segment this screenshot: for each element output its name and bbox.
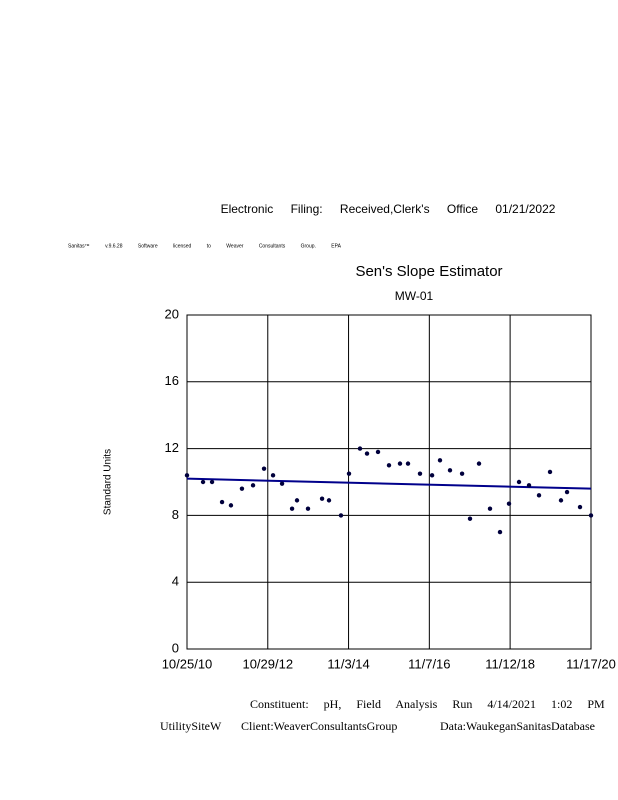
y-tick-label: 0 [172,640,179,655]
data-point [239,486,245,491]
data-point [279,481,285,486]
data-point [338,513,344,518]
data-point [526,483,532,488]
data-point [564,489,570,495]
y-tick-label: 20 [165,306,179,321]
data-point [346,471,352,476]
data-point [536,493,542,498]
data-point [405,461,411,466]
data-point [506,501,512,506]
y-tick-label: 8 [172,507,179,522]
data-point [184,473,190,478]
data-point [437,458,443,463]
y-tick-label: 4 [172,574,179,589]
data-point [386,463,392,468]
data-point [219,499,225,505]
data-point [357,446,363,451]
data-point [447,468,453,473]
data-point [558,498,564,503]
footer-constituent: Constituent: pH, Field Analysis Run 4/14… [250,697,605,711]
data-point [429,473,435,478]
footer-data: Data:WaukeganSanitasDatabase [440,719,595,733]
data-point [516,479,522,485]
data-point [417,471,423,476]
license-note: Sanitas™ v.9.6.28 Software licensed to W… [68,243,342,249]
footer-site: UtilitySiteW [160,719,222,733]
data-point [364,451,370,456]
data-point [289,506,295,511]
data-point [305,506,311,511]
x-tick-label: 10/29/12 [242,656,293,671]
data-point [209,479,215,485]
trend-line [186,477,592,490]
data-point [497,529,503,535]
data-point [326,498,332,503]
data-point [467,516,473,521]
chart-subtitle: MW-01 [395,289,434,303]
x-tick-label: 11/3/14 [327,656,369,671]
data-point [459,471,465,476]
data-point [250,483,256,488]
x-tick-label: 11/17/20 [566,656,616,671]
data-point [319,496,325,501]
y-axis-label: Standard Units [103,449,114,515]
x-tick-label: 11/12/18 [485,656,535,671]
data-point [487,506,493,511]
x-tick-label: 10/25/10 [162,656,213,671]
data-point [270,473,276,478]
plot-frame [186,314,592,650]
data-point [547,469,553,475]
data-point [476,461,482,466]
filing-header: Electronic Filing: Received,Clerk's Offi… [221,202,556,216]
chart-title: Sen's Slope Estimator [355,263,502,280]
y-tick-label: 12 [165,440,179,455]
data-point [577,504,583,510]
y-tick-label: 16 [165,373,179,388]
data-point [588,513,594,518]
footer-client: Client:WeaverConsultantsGroup [241,719,397,733]
x-tick-label: 11/7/16 [408,656,450,671]
data-point [294,498,300,503]
data-point [375,449,381,455]
data-point [261,466,267,471]
data-point [228,503,234,508]
data-point [200,479,206,485]
data-point [397,461,403,466]
